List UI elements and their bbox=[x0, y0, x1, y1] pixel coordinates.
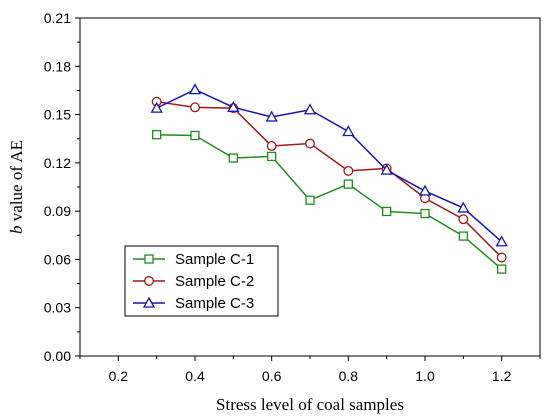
y-tick-label: 0.00 bbox=[44, 348, 71, 364]
series-3 bbox=[150, 83, 508, 247]
data-point bbox=[458, 231, 468, 241]
series-line bbox=[156, 88, 503, 243]
data-point bbox=[380, 163, 393, 175]
data-point bbox=[228, 153, 238, 163]
y-tick-label: 0.21 bbox=[44, 10, 71, 26]
data-point bbox=[495, 235, 508, 247]
legend-marker bbox=[142, 296, 156, 308]
legend-item: Sample C-1 bbox=[133, 251, 254, 268]
x-axis: 0.2 0.4 0.6 0.8 1.0 1.2 bbox=[79, 356, 541, 384]
y-tick-label: 0.06 bbox=[44, 251, 71, 267]
data-point bbox=[457, 201, 470, 213]
x-tick-label: 0.4 bbox=[185, 368, 205, 384]
y-tick-label: 0.15 bbox=[44, 107, 71, 123]
series-line bbox=[156, 100, 503, 259]
legend-item: Sample C-3 bbox=[133, 295, 254, 312]
legend-label: Sample C-1 bbox=[175, 251, 254, 268]
x-tick-label: 0.2 bbox=[109, 368, 129, 384]
data-point bbox=[190, 130, 200, 141]
legend-label: Sample C-2 bbox=[175, 273, 254, 290]
series-line bbox=[156, 133, 503, 270]
data-point bbox=[303, 103, 317, 115]
data-point bbox=[152, 130, 162, 140]
legend-item: Sample C-2 bbox=[133, 273, 254, 290]
x-axis-title: Stress level of coal samples bbox=[216, 395, 404, 414]
y-axis-title: b value of AE bbox=[7, 140, 26, 234]
y-axis: 0.00 0.03 0.06 0.09 0.12 0.15 0.18 0.21 bbox=[44, 10, 80, 364]
x-tick-label: 0.6 bbox=[262, 368, 282, 384]
y-tick-label: 0.09 bbox=[44, 203, 71, 219]
data-point bbox=[265, 110, 278, 122]
legend: Sample C-1 Sample C-2 Sample C-3 bbox=[124, 245, 279, 317]
series-2 bbox=[151, 96, 507, 263]
y-tick-label: 0.03 bbox=[44, 300, 71, 316]
data-point bbox=[150, 101, 163, 113]
data-point bbox=[343, 165, 354, 176]
data-point bbox=[420, 208, 430, 219]
data-point bbox=[496, 252, 507, 263]
data-point bbox=[266, 141, 277, 151]
x-tick-label: 1.0 bbox=[415, 368, 435, 384]
x-tick-label: 0.8 bbox=[339, 368, 359, 384]
y-axis-title-italic: b bbox=[7, 225, 26, 234]
legend-label: Sample C-3 bbox=[175, 295, 254, 312]
legend-marker bbox=[144, 276, 154, 286]
data-point bbox=[227, 100, 240, 112]
data-point bbox=[190, 102, 200, 113]
data-point bbox=[342, 125, 355, 137]
y-tick-label: 0.12 bbox=[44, 155, 71, 171]
data-point bbox=[305, 195, 315, 205]
data-point bbox=[418, 184, 432, 196]
legend-marker bbox=[144, 254, 154, 264]
series-1 bbox=[152, 130, 507, 274]
y-tick-label: 0.18 bbox=[44, 58, 71, 74]
data-point bbox=[267, 151, 277, 162]
data-point bbox=[382, 206, 392, 217]
series-layer bbox=[150, 83, 508, 274]
data-point bbox=[305, 138, 315, 149]
data-point bbox=[458, 214, 469, 225]
x-tick-label: 1.2 bbox=[492, 368, 512, 384]
y-axis-title-rest: value of AE bbox=[7, 140, 26, 225]
data-point bbox=[343, 179, 353, 189]
data-point bbox=[497, 264, 507, 274]
data-point bbox=[188, 83, 202, 95]
